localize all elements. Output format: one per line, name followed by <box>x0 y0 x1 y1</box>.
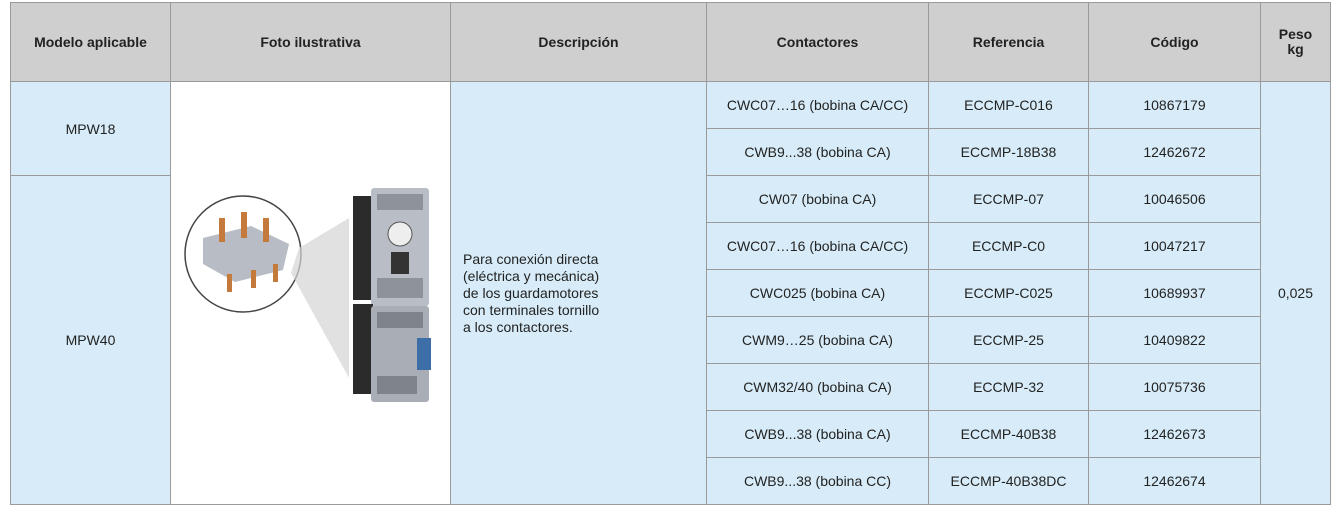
table-body: MPW18 Para conexión directa (eléctrica y… <box>10 81 1331 505</box>
table-row: CWC07…16 (bobina CA/CC) ECCMP-C0 10047217 <box>11 222 1331 270</box>
header-cell: Foto ilustrativa <box>170 2 451 82</box>
reference-cell: ECCMP-18B38 <box>928 128 1089 176</box>
contactor-cell: CWC025 (bobina CA) <box>706 269 929 317</box>
contactor-cell: CWB9...38 (bobina CC) <box>706 457 929 505</box>
header-cell: Código <box>1088 2 1261 82</box>
table-row: CWM32/40 (bobina CA) ECCMP-32 10075736 <box>11 363 1331 411</box>
reference-cell: ECCMP-40B38DC <box>928 457 1089 505</box>
header-cell: Modelo aplicable <box>10 2 171 82</box>
header-cell: Contactores <box>706 2 929 82</box>
header-cell: Peso kg <box>1260 2 1331 82</box>
table-row: MPW40 CW07 (bobina CA) ECCMP-07 10046506 <box>10 175 1331 505</box>
table-row: CWB9...38 (bobina CA) ECCMP-18B38 12462672 <box>11 128 1331 176</box>
table-row: CWB9...38 (bobina CC) ECCMP-40B38DC 124626… <box>11 457 1331 505</box>
code-cell: 12462673 <box>1088 410 1261 458</box>
contactor-cell: CWM9…25 (bobina CA) <box>706 316 929 364</box>
reference-cell: ECCMP-C025 <box>928 269 1089 317</box>
contactor-cell: CWB9...38 (bobina CA) <box>706 410 929 458</box>
table-row: MPW18 Para conexión directa (eléctrica y… <box>10 81 1331 505</box>
table-row: CWM9…25 (bobina CA) ECCMP-25 10409822 <box>11 316 1331 364</box>
header-cell: Descripción <box>450 2 707 82</box>
code-cell: 10047217 <box>1088 222 1261 270</box>
photo-cell <box>170 81 451 505</box>
code-cell: 10075736 <box>1088 363 1261 411</box>
product-table: Modelo aplicable Foto ilustrativa Descripc… <box>10 2 1331 505</box>
contactor-cell: CWB9...38 (bobina CA) <box>706 128 929 176</box>
contactor-cell: CWC07…16 (bobina CA/CC) <box>706 222 929 270</box>
model-cell: MPW18 <box>10 81 171 176</box>
contactor-cell: CW07 (bobina CA) <box>706 175 929 223</box>
weight-cell: 0,025 <box>1260 81 1331 505</box>
reference-cell: ECCMP-40B38 <box>928 410 1089 458</box>
reference-cell: ECCMP-C016 <box>928 81 1089 129</box>
reference-cell: ECCMP-07 <box>928 175 1089 223</box>
reference-cell: ECCMP-32 <box>928 363 1089 411</box>
reference-cell: ECCMP-C0 <box>928 222 1089 270</box>
code-cell: 10409822 <box>1088 316 1261 364</box>
header-cell: Referencia <box>928 2 1089 82</box>
code-cell: 10689937 <box>1088 269 1261 317</box>
reference-cell: ECCMP-25 <box>928 316 1089 364</box>
header-row: Modelo aplicable Foto ilustrativa Descripc… <box>10 2 1331 82</box>
code-cell: 10867179 <box>1088 81 1261 129</box>
contactor-cell: CWM32/40 (bobina CA) <box>706 363 929 411</box>
contactor-cell: CWC07…16 (bobina CA/CC) <box>706 81 929 129</box>
model-cell: MPW40 <box>10 175 171 505</box>
code-cell: 12462674 <box>1088 457 1261 505</box>
table-row: CWB9...38 (bobina CA) ECCMP-40B38 12462673 <box>11 410 1331 458</box>
description-cell: Para conexión directa (eléctrica y mecán… <box>450 81 707 505</box>
product-photo <box>183 188 431 402</box>
code-cell: 12462672 <box>1088 128 1261 176</box>
code-cell: 10046506 <box>1088 175 1261 223</box>
